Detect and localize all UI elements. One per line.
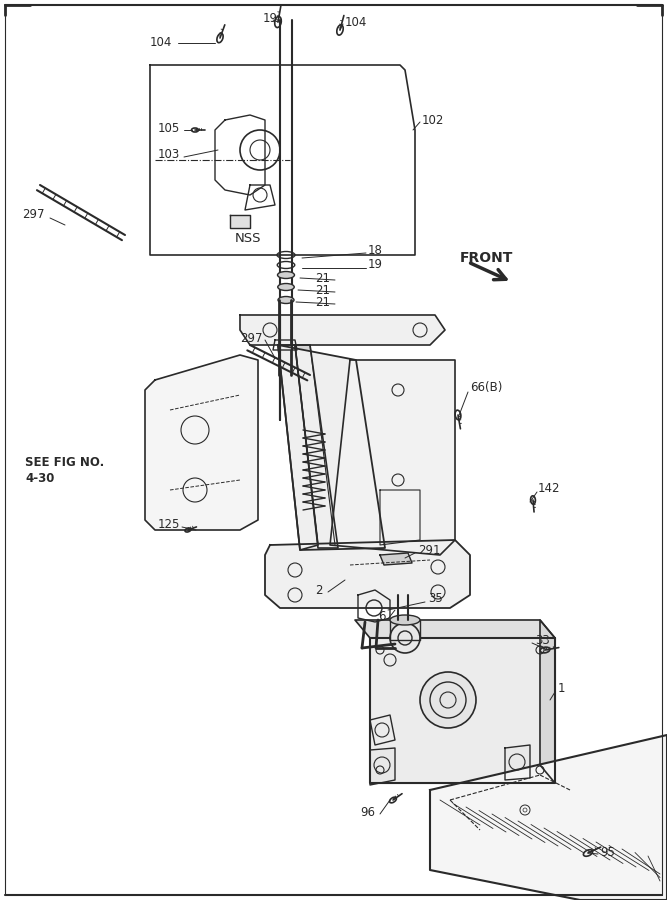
Text: 19: 19 (368, 258, 383, 272)
Polygon shape (430, 735, 667, 900)
Circle shape (390, 623, 420, 653)
Text: 104: 104 (150, 37, 172, 50)
Polygon shape (370, 638, 555, 783)
Polygon shape (390, 620, 420, 640)
Text: NSS: NSS (235, 231, 261, 245)
Polygon shape (330, 360, 455, 555)
Text: 21: 21 (315, 284, 330, 296)
Text: 21: 21 (315, 272, 330, 284)
Text: 66(B): 66(B) (470, 382, 502, 394)
Text: 33: 33 (535, 634, 550, 646)
Text: 102: 102 (422, 113, 444, 127)
Ellipse shape (277, 272, 295, 278)
Text: FRONT: FRONT (460, 251, 514, 265)
Polygon shape (230, 215, 250, 228)
Text: SEE FIG NO.: SEE FIG NO. (25, 455, 104, 469)
Text: 297: 297 (22, 209, 45, 221)
Text: 18: 18 (368, 244, 383, 256)
Text: 1: 1 (558, 681, 566, 695)
Polygon shape (265, 540, 470, 608)
Text: 4-30: 4-30 (25, 472, 55, 484)
Text: 297: 297 (240, 331, 263, 345)
Text: 142: 142 (538, 482, 560, 494)
Polygon shape (355, 620, 555, 638)
Text: 96: 96 (360, 806, 375, 818)
Text: 21: 21 (315, 295, 330, 309)
Text: 104: 104 (345, 15, 368, 29)
Text: 19: 19 (263, 12, 278, 24)
Text: 2: 2 (315, 583, 323, 597)
Circle shape (420, 672, 476, 728)
Text: 103: 103 (158, 148, 180, 161)
Text: 95: 95 (600, 845, 615, 859)
Ellipse shape (278, 296, 294, 303)
Polygon shape (380, 553, 412, 565)
Polygon shape (278, 345, 318, 550)
Polygon shape (540, 620, 555, 783)
Polygon shape (505, 745, 530, 780)
Polygon shape (278, 345, 385, 550)
Polygon shape (295, 345, 338, 548)
Ellipse shape (390, 615, 420, 625)
Ellipse shape (277, 284, 294, 291)
Polygon shape (240, 315, 445, 345)
Polygon shape (145, 355, 258, 530)
Text: 291: 291 (418, 544, 440, 556)
Polygon shape (370, 748, 395, 785)
Text: 105: 105 (158, 122, 180, 134)
Text: 6: 6 (378, 610, 386, 624)
Text: 125: 125 (158, 518, 180, 532)
Text: 35: 35 (428, 591, 443, 605)
